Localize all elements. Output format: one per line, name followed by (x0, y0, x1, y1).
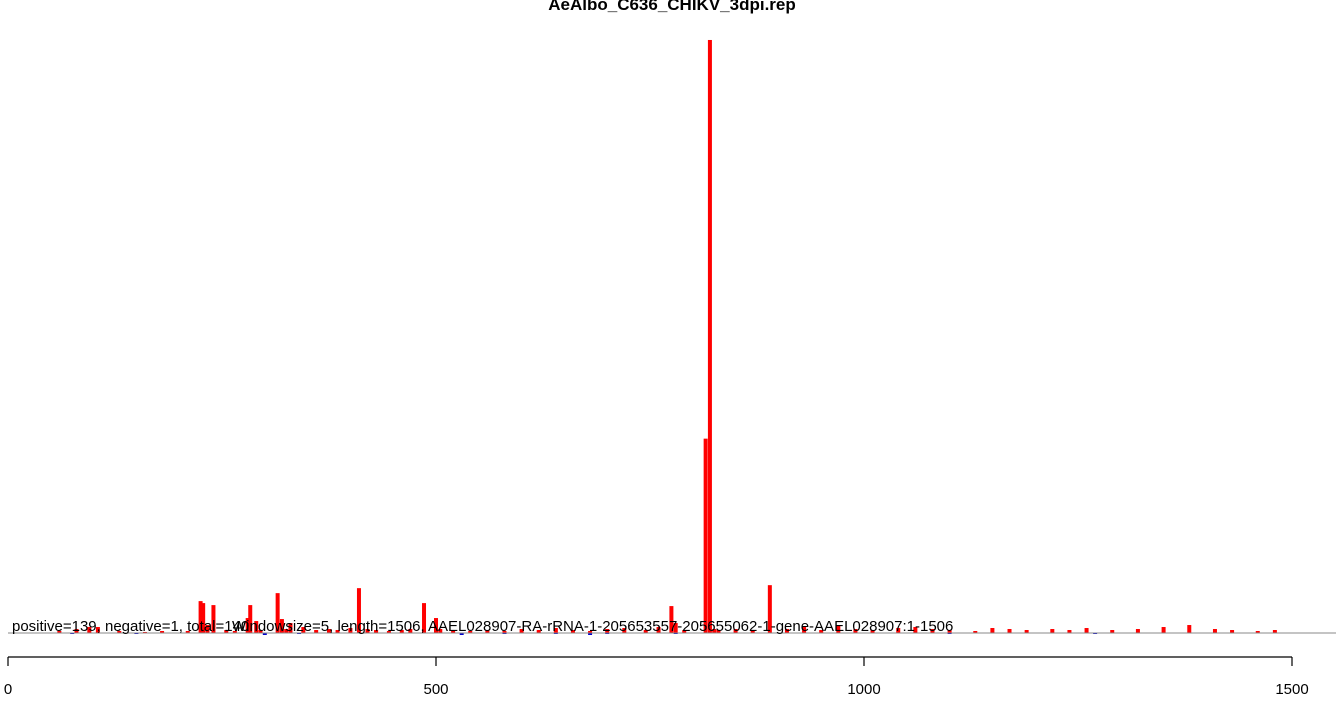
positive-bar (1212, 629, 1217, 633)
positive-bar (1050, 629, 1055, 633)
positive-bar (117, 631, 122, 633)
positive-bar (485, 630, 490, 633)
positive-bar (750, 630, 755, 633)
chart-title: AeAlbo_C636_CHIKV_3dpi.rep (548, 0, 796, 14)
positive-bar (275, 593, 280, 633)
positive-bar (870, 630, 875, 633)
positive-bar (1007, 629, 1012, 633)
positive-bar (365, 629, 370, 633)
positive-bar (622, 628, 627, 633)
positive-bar (160, 631, 165, 633)
positive-bar (232, 631, 237, 633)
positive-bar (468, 631, 473, 633)
negative-bar (459, 633, 464, 635)
positive-bar (767, 585, 772, 633)
positive-bar (1135, 629, 1140, 633)
positive-bar (673, 623, 678, 633)
negative-bar (588, 633, 593, 635)
positive-bar (519, 629, 524, 633)
positive-bar (536, 630, 541, 633)
positive-bar (279, 619, 284, 633)
positive-bar (836, 625, 841, 633)
positive-bar (588, 631, 593, 633)
positive-bar (198, 601, 203, 633)
positive-bar (87, 627, 92, 633)
positive-bar (224, 630, 229, 633)
positive-bar (819, 630, 824, 633)
positive-bar (205, 625, 210, 633)
positive-bar (1024, 630, 1029, 633)
positive-bar (301, 627, 306, 633)
positive-bar (703, 438, 708, 633)
positive-bar (258, 630, 263, 633)
positive-bar (245, 618, 250, 633)
positive-bar (930, 629, 935, 633)
positive-bar (451, 630, 456, 633)
positive-bar (973, 631, 978, 633)
positive-bar (314, 630, 319, 633)
positive-bar (374, 630, 379, 633)
positive-bar (1255, 631, 1260, 633)
positive-bar (185, 631, 190, 633)
positive-bar (553, 628, 558, 633)
positive-bar (422, 603, 427, 633)
positive-bar (57, 631, 62, 633)
positive-bar (990, 628, 995, 633)
positive-bar (348, 628, 353, 633)
annotation-text: positive=139, negative=1, total=140 (12, 618, 249, 635)
positive-bar (913, 627, 918, 633)
positive-bar (1161, 627, 1166, 633)
positive-bar (1272, 630, 1277, 633)
positive-bar (853, 629, 858, 633)
positive-bar (733, 629, 738, 633)
positive-bar (434, 618, 438, 633)
x-tick-label: 1000 (847, 681, 880, 698)
positive-bars (57, 39, 1277, 633)
positive-bar (643, 630, 648, 633)
positive-bar (288, 623, 293, 633)
positive-bar (386, 631, 391, 633)
positive-bar (1084, 628, 1089, 633)
x-tick-label: 0 (4, 681, 12, 698)
positive-bar (438, 629, 443, 633)
x-tick-label: 500 (423, 681, 448, 698)
positive-bar (408, 629, 413, 633)
positive-bar (656, 627, 661, 633)
positive-bar (682, 630, 687, 633)
positive-bar (335, 630, 340, 633)
x-axis: 0 500 1000 1500 (4, 656, 1309, 698)
annotation-text-2: Windowsize=5, length=1506, AAEL028907-RA… (232, 618, 953, 635)
positive-bar (254, 621, 259, 633)
positive-bar (716, 630, 721, 633)
positive-bar (712, 629, 717, 633)
positive-bar (356, 588, 361, 633)
positive-bar (784, 629, 789, 633)
positive-bar (947, 630, 952, 633)
x-tick-label: 1500 (1275, 681, 1308, 698)
positive-bar (896, 628, 901, 633)
positive-bar (74, 629, 79, 633)
positive-bar (399, 630, 404, 633)
positive-bar (570, 630, 575, 633)
positive-bar (1230, 630, 1235, 633)
positive-bar (669, 606, 674, 633)
positive-bar (1067, 630, 1072, 633)
negative-bar (262, 633, 267, 635)
positive-bar (211, 605, 216, 633)
positive-bar (1187, 625, 1192, 633)
positive-bar (284, 629, 289, 633)
positive-bar (201, 603, 206, 633)
positive-bar (605, 629, 610, 633)
positive-bar (802, 627, 807, 633)
positive-bar (502, 631, 507, 633)
positive-bar (95, 627, 100, 633)
positive-bar (707, 39, 712, 633)
positive-bar (248, 605, 253, 633)
positive-bar (327, 629, 331, 633)
positive-bar (1110, 630, 1115, 633)
